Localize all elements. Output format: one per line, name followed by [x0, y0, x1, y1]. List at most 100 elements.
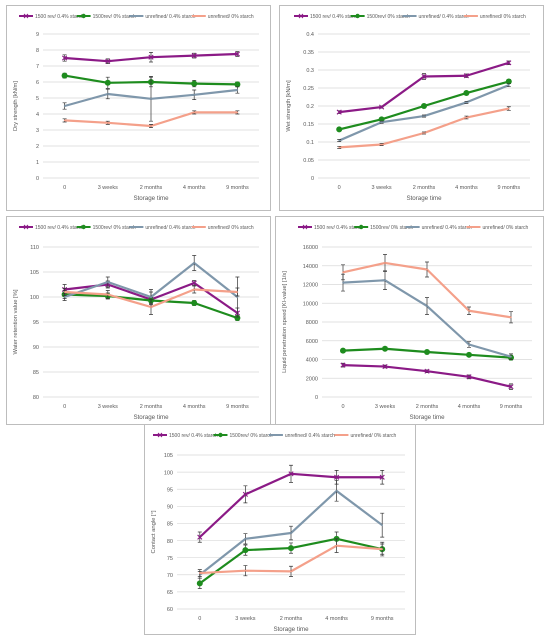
data-point: [506, 60, 512, 66]
x-tick-label: 3 weeks: [372, 185, 392, 191]
data-point: [508, 84, 510, 86]
x-tick-label: 0: [341, 404, 344, 410]
legend-label: 1500 rev/ 0.4% starch: [169, 433, 218, 439]
data-point: [234, 51, 240, 57]
data-point: [334, 474, 340, 480]
data-point: [61, 72, 68, 79]
x-tick-label: 4 months: [183, 404, 206, 410]
y-tick-label: 7: [36, 64, 39, 70]
y-tick-label: 0.15: [303, 122, 314, 128]
y-tick-label: 95: [33, 320, 39, 326]
y-tick-label: 4: [36, 112, 39, 118]
legend-label: 1500 rev/ 0.4% starch: [314, 225, 363, 231]
data-point: [62, 55, 68, 61]
legend-marker-icon: [81, 224, 86, 230]
data-point: [242, 491, 248, 497]
y-tick-label: 0.25: [303, 86, 314, 92]
legend-marker-icon: [355, 13, 360, 19]
legend-label: unrefined/ 0% starch: [208, 225, 254, 231]
y-tick-label: 0.2: [306, 104, 314, 110]
legend-marker-icon: [358, 224, 364, 230]
data-point: [63, 119, 66, 122]
y-tick-label: 100: [164, 470, 173, 476]
data-point: [63, 105, 66, 107]
x-tick-label: 9 months: [371, 616, 394, 622]
chart-panel-liquid-penetration: 0 2000 4000 6000 8000 10000 12000 14000 16000 0 3 …: [275, 216, 544, 425]
data-point: [150, 98, 152, 100]
x-tick-label: 3 weeks: [375, 404, 395, 410]
chart-panel-contact-angle: 60 65 70 75 80 85 90 95 100 105 0 3 weeks 2 months 4 …: [144, 424, 416, 635]
x-tick-label: 9 months: [226, 404, 249, 410]
data-point: [290, 532, 292, 534]
data-point: [234, 315, 241, 321]
x-tick-label: 2 months: [413, 185, 436, 191]
y-tick-label: 70: [167, 573, 173, 579]
data-point: [336, 109, 342, 115]
y-tick-label: 16000: [303, 245, 318, 251]
data-point: [336, 126, 343, 133]
legend-marker-icon: [23, 224, 29, 230]
legend-label: unrefined/ 0.4% starch: [285, 433, 335, 439]
data-point: [381, 524, 383, 526]
legend-label: unrefined/ 0% starch: [482, 225, 528, 231]
y-tick-label: 2: [36, 144, 39, 150]
legend-label: unrefined/ 0.4% starch: [145, 225, 195, 231]
series-line: [339, 107, 510, 149]
y-tick-label: 60: [167, 607, 173, 613]
y-tick-label: 5: [36, 96, 39, 102]
legend-marker-icon: [298, 13, 304, 19]
series-line: [342, 279, 512, 358]
y-tick-label: 6000: [306, 339, 318, 345]
y-tick-label: 10000: [303, 301, 318, 307]
data-point: [236, 111, 239, 114]
data-point: [342, 271, 344, 274]
x-axis-title: Storage time: [133, 195, 169, 202]
y-axis-title: Wet strength [kN/m]: [286, 80, 292, 132]
y-axis-title: Liquid penetration speed [Kl-value] [1/s…: [282, 271, 288, 373]
y-tick-label: 8000: [306, 320, 318, 326]
data-point: [465, 116, 468, 119]
y-axis-title: Contact angle [°]: [151, 510, 157, 553]
legend-marker-icon: [302, 224, 308, 230]
data-point: [380, 143, 383, 146]
y-tick-label: 85: [33, 370, 39, 376]
x-tick-label: 9 months: [500, 404, 523, 410]
x-tick-label: 0: [198, 616, 201, 622]
data-point: [468, 309, 470, 312]
y-tick-label: 12000: [303, 283, 318, 289]
y-tick-label: 4000: [306, 358, 318, 364]
legend-label: 1500rev/ 0% starch: [370, 225, 413, 231]
data-point: [510, 355, 512, 358]
data-point: [508, 107, 510, 110]
x-tick-label: 2 months: [140, 185, 163, 191]
x-axis-title: Storage time: [409, 414, 445, 421]
legend-label: unrefined/ 0% starch: [480, 14, 526, 20]
data-point: [107, 122, 109, 124]
x-tick-label: 2 months: [416, 404, 439, 410]
legend-label: 1500rev/ 0% starch: [229, 433, 272, 439]
y-tick-label: 0: [315, 395, 318, 401]
data-point: [197, 534, 203, 540]
x-axis-title: Storage time: [133, 414, 169, 421]
data-point: [421, 103, 427, 109]
x-tick-label: 9 months: [497, 185, 520, 191]
x-tick-label: 2 months: [140, 404, 163, 410]
data-point: [193, 111, 195, 114]
legend-label: unrefined/ 0% starch: [350, 433, 396, 439]
data-point: [191, 80, 198, 87]
data-point: [244, 569, 247, 572]
data-point: [242, 547, 249, 554]
legend-label: unrefined/ 0% starch: [208, 14, 254, 20]
x-tick-label: 0: [338, 185, 341, 191]
data-point: [244, 538, 247, 540]
x-tick-label: 3 weeks: [98, 185, 118, 191]
legend-label: 1500 rev/ 0.4% starch: [35, 14, 84, 20]
chart-panel-dry-strength: 0 1 2 3 4 5 6 7 8 9 0 3 weeks 2 months 4 months 9 mont…: [6, 5, 271, 211]
x-tick-label: 3 weeks: [235, 616, 255, 622]
data-point: [199, 572, 201, 574]
data-point: [384, 279, 386, 282]
data-point: [191, 300, 198, 306]
data-point: [104, 79, 111, 86]
data-point: [236, 291, 239, 293]
data-point: [107, 293, 109, 296]
